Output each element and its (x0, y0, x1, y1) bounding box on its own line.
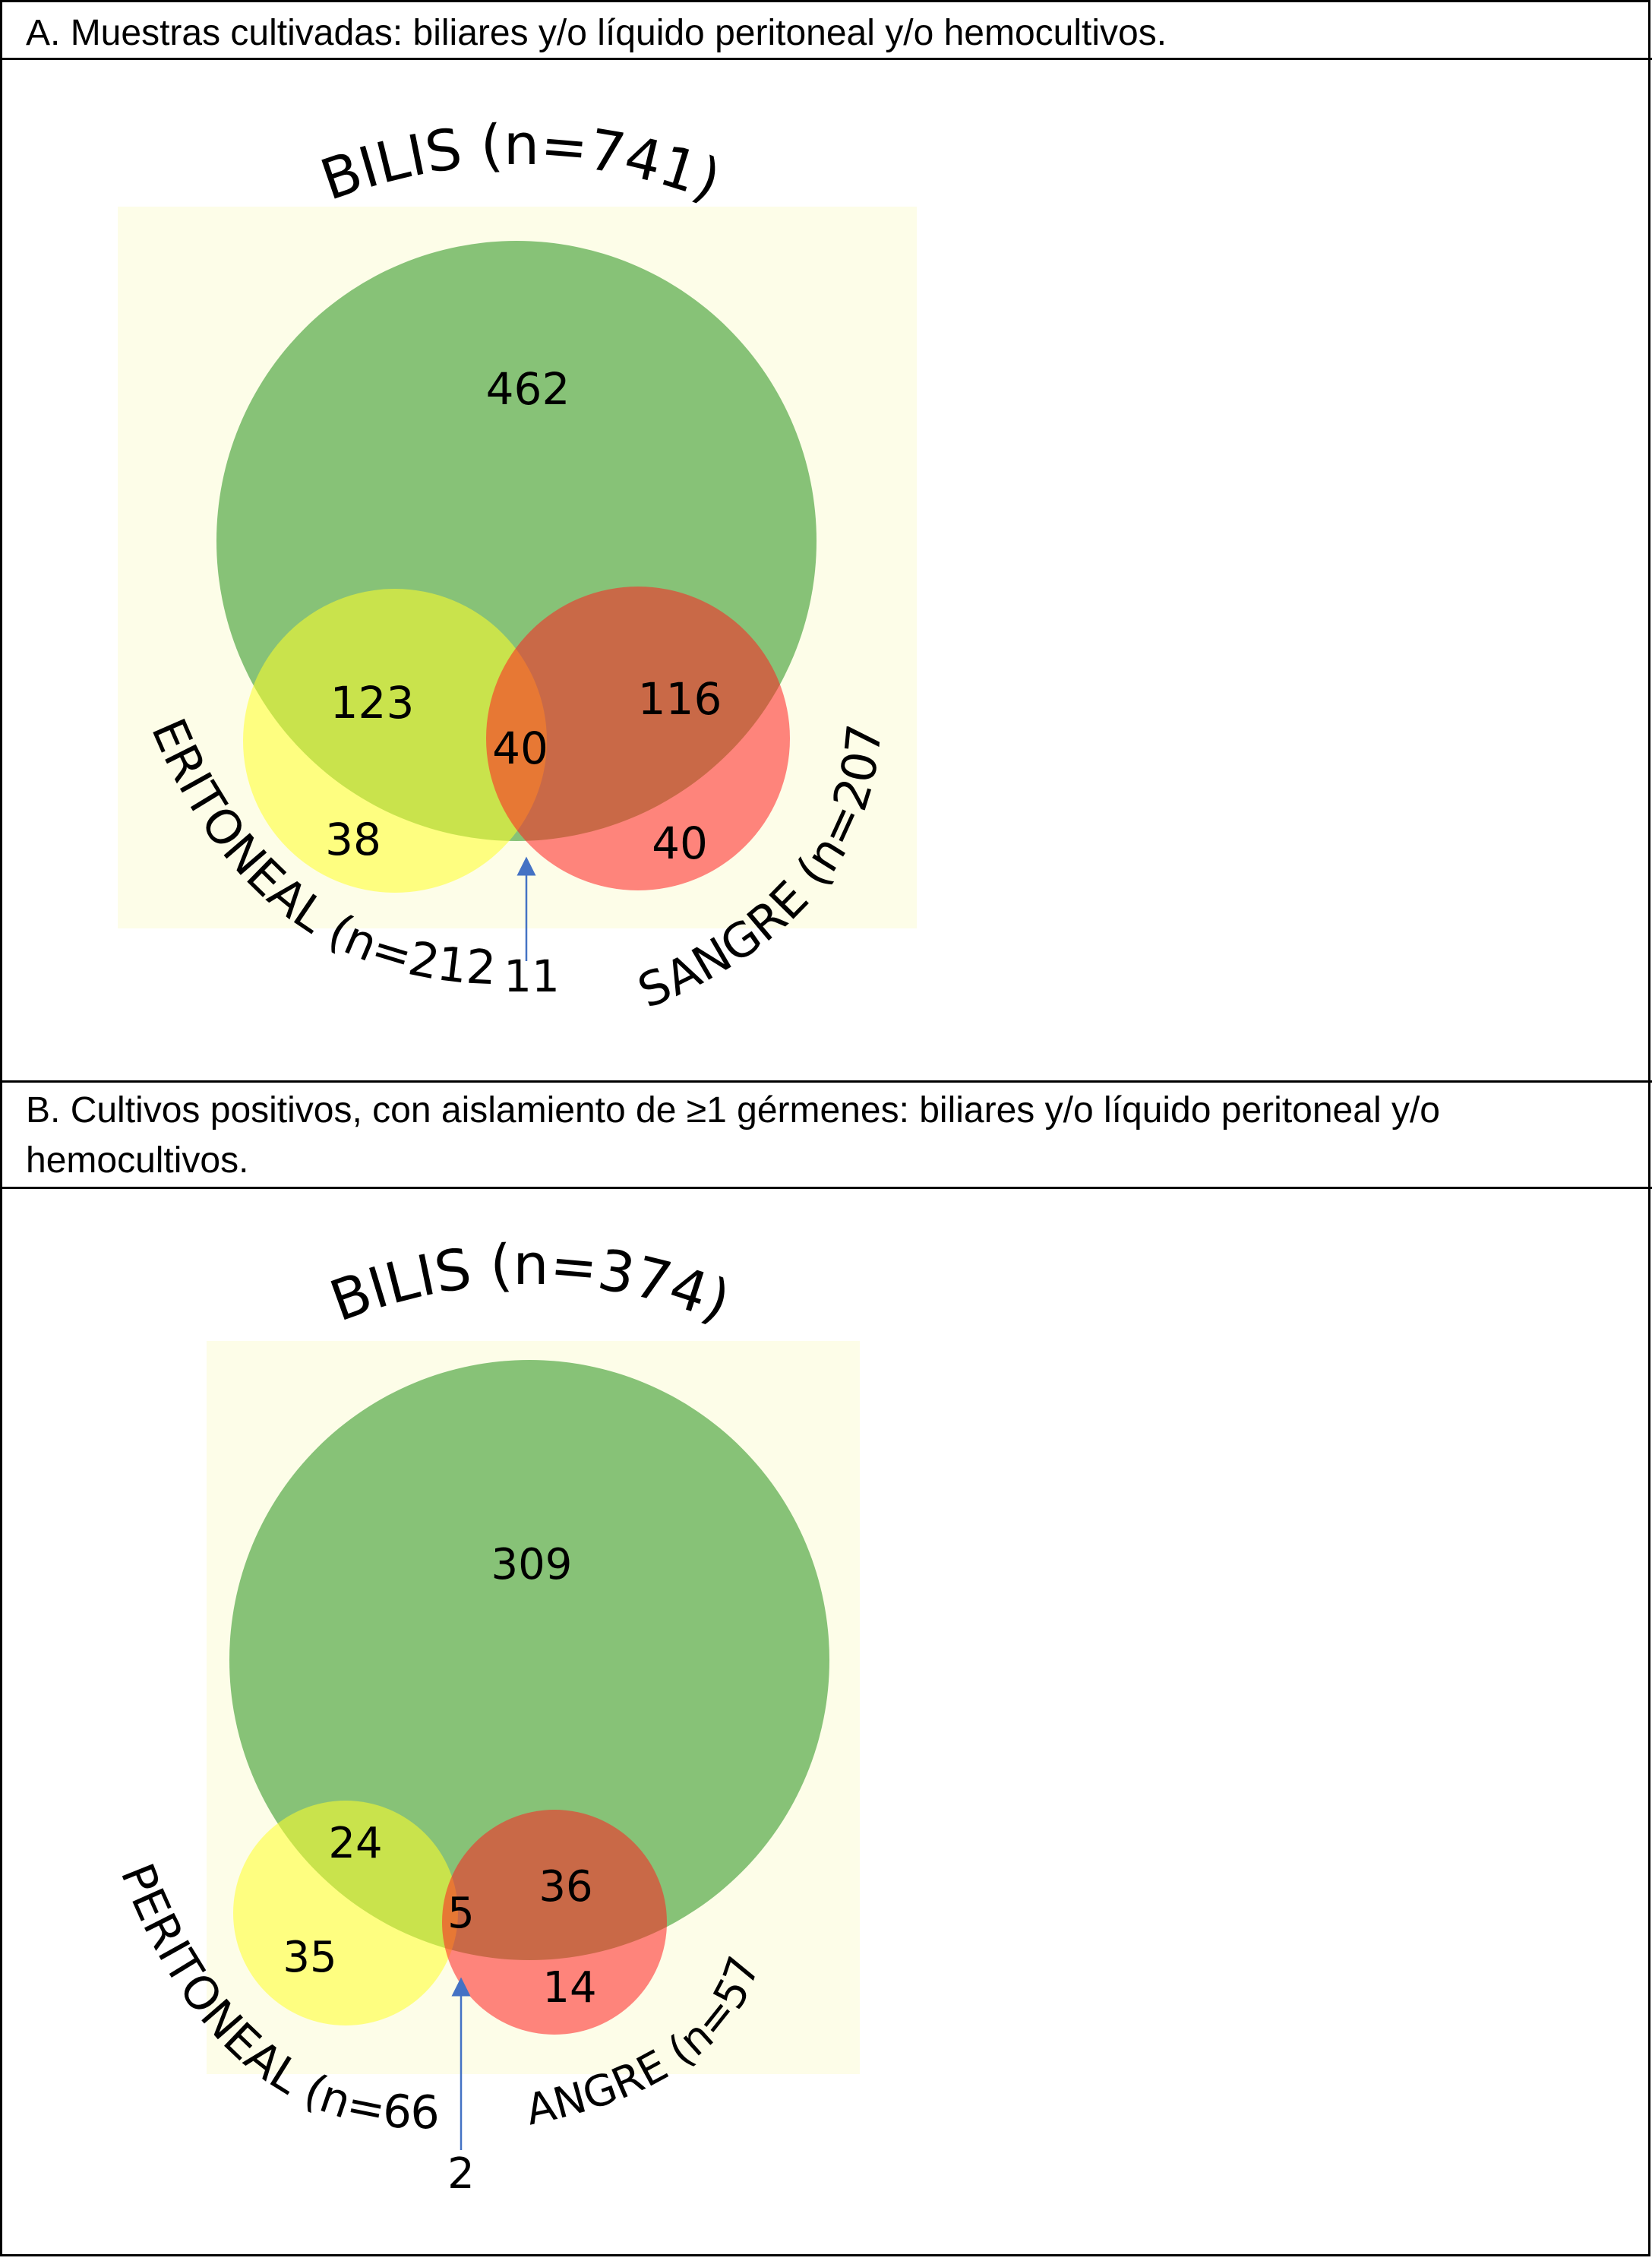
bilis-sangre-count-a: 116 (638, 673, 722, 725)
panel-b-caption-line2: hemocultivos. (26, 1140, 249, 1181)
sangre-circle-a (486, 587, 790, 890)
peritoneal-sangre-count-b: 2 (447, 2149, 475, 2199)
all-three-count-b: 5 (447, 1889, 475, 1938)
bilis-peritoneal-count-b: 24 (328, 1819, 382, 1868)
bilis-sangre-count-b: 36 (539, 1862, 592, 1912)
bilis-only-count-a: 462 (486, 363, 570, 415)
divider (0, 58, 1652, 60)
panel-b-caption-line1: B. Cultivos positivos, con aislamiento d… (26, 1090, 1440, 1130)
bilis-label-b: BILIS (n=374) (322, 1232, 738, 1335)
bilis-only-count-b: 309 (491, 1540, 573, 1589)
peritoneal-circle-a (243, 589, 547, 893)
divider (0, 1080, 1652, 1083)
bilis-peritoneal-count-a: 123 (330, 677, 415, 729)
peritoneal-circle-b (233, 1801, 458, 2025)
peritoneal-only-count-b: 35 (283, 1933, 336, 1982)
sangre-circle-b (442, 1810, 667, 2035)
sangre-only-count-a: 40 (652, 817, 708, 869)
sangre-only-count-b: 14 (542, 1963, 596, 2013)
peritoneal-only-count-a: 38 (325, 814, 381, 865)
panel-a-caption: A. Muestras cultivadas: biliares y/o líq… (26, 13, 1167, 53)
bilis-label-a: BILIS (n=741) (313, 112, 729, 213)
divider (0, 1187, 1652, 1189)
peritoneal-sangre-count-a: 11 (504, 950, 560, 1002)
all-three-count-a: 40 (492, 723, 548, 774)
